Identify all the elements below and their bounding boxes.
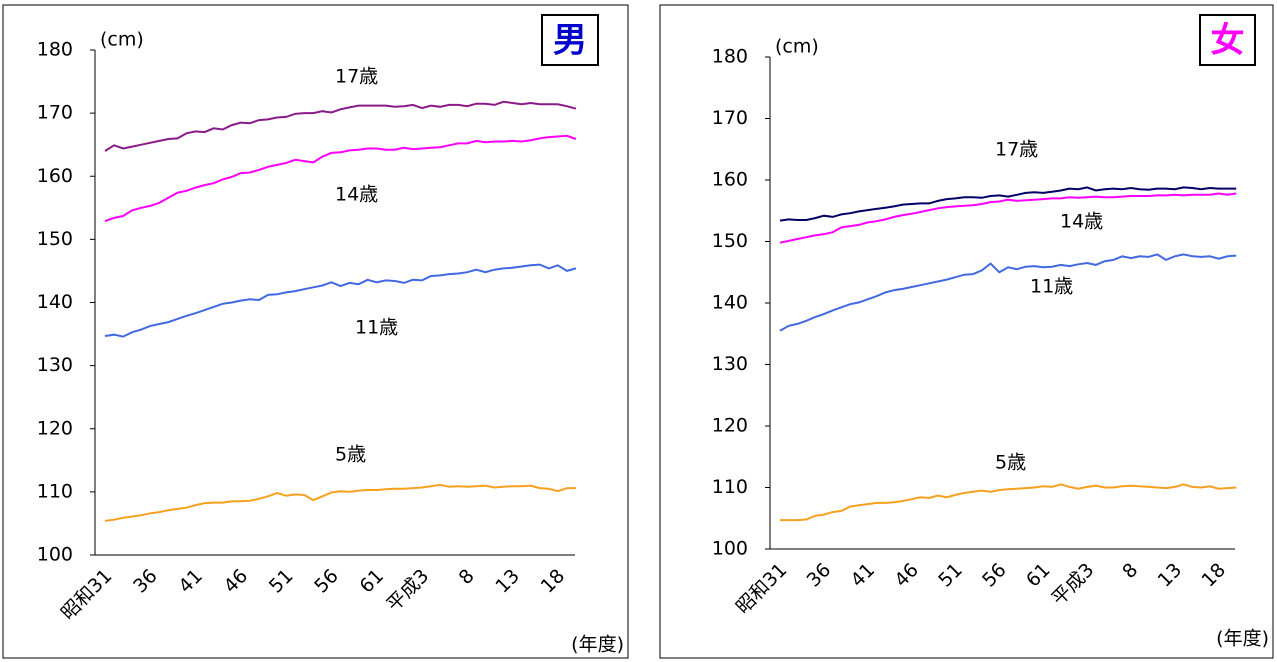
x-tick-label: 平成3: [382, 565, 433, 616]
y-tick-label: 110: [37, 480, 73, 502]
series-line: [780, 483, 1237, 522]
x-tick-label: 昭和31: [732, 559, 792, 619]
series-label: 11歳: [355, 317, 398, 339]
x-tick-label: 51: [265, 565, 298, 598]
y-tick-label: 150: [37, 228, 73, 250]
x-tick-label: 18: [1197, 559, 1230, 592]
x-tick-label: 41: [174, 565, 207, 598]
title-box: [1199, 14, 1256, 66]
y-tick-label: 140: [712, 292, 748, 314]
y-tick-label: 100: [712, 538, 748, 560]
series-label: 11歳: [1030, 276, 1073, 298]
series-line: [779, 192, 1237, 244]
x-tick-label: 36: [129, 565, 162, 598]
series-label: 17歳: [335, 66, 378, 88]
series-label: 5歳: [995, 452, 1026, 474]
y-axis-label: (cm): [775, 36, 819, 58]
panel-border: [2, 4, 629, 659]
y-tick-label: 120: [712, 415, 748, 437]
y-tick-label: 160: [712, 169, 748, 191]
y-tick-label: 100: [37, 544, 73, 566]
x-tick-label: 8: [455, 565, 479, 589]
x-tick-label: 18: [537, 565, 570, 598]
series-label: 17歳: [995, 139, 1038, 161]
y-tick-label: 170: [712, 107, 748, 129]
series-line: [104, 134, 577, 223]
panel-border: [659, 4, 1274, 659]
series-label: 14歳: [335, 184, 378, 206]
y-tick-label: 140: [37, 291, 73, 313]
y-tick-label: 150: [712, 230, 748, 252]
series-line: [104, 100, 577, 152]
y-tick-label: 120: [37, 417, 73, 439]
y-axis-label: (cm): [100, 29, 144, 51]
x-tick-label: 51: [934, 559, 967, 592]
y-tick-label: 180: [37, 39, 73, 61]
series-line: [779, 186, 1237, 222]
x-tick-label: 13: [491, 565, 524, 598]
y-tick-label: 180: [712, 46, 748, 68]
series-line: [104, 483, 576, 522]
series-line: [104, 263, 577, 338]
x-axis-label: (年度): [571, 634, 624, 656]
x-tick-label: 41: [847, 559, 880, 592]
title-box: [541, 14, 599, 66]
x-tick-label: 36: [803, 559, 836, 592]
x-axis-label: (年度): [1216, 628, 1269, 650]
x-tick-label: 56: [310, 565, 343, 598]
y-tick-label: 160: [37, 165, 73, 187]
chart-title: 男: [553, 21, 587, 61]
y-tick-label: 110: [712, 476, 748, 498]
series-label: 5歳: [335, 444, 366, 466]
x-tick-label: 13: [1154, 559, 1187, 592]
chart-title: 女: [1211, 21, 1245, 61]
x-tick-label: 昭和31: [57, 565, 117, 625]
y-tick-label: 130: [37, 354, 73, 376]
x-tick-label: 61: [355, 565, 388, 598]
series-label: 14歳: [1060, 211, 1103, 233]
x-tick-label: 8: [1118, 559, 1142, 583]
x-tick-label: 61: [1022, 559, 1055, 592]
x-tick-label: 56: [978, 559, 1011, 592]
series-line: [779, 253, 1237, 332]
y-tick-label: 170: [37, 102, 73, 124]
x-tick-label: 46: [890, 559, 923, 592]
x-tick-label: 46: [220, 565, 253, 598]
y-tick-label: 130: [712, 353, 748, 375]
x-tick-label: 平成3: [1048, 559, 1099, 610]
